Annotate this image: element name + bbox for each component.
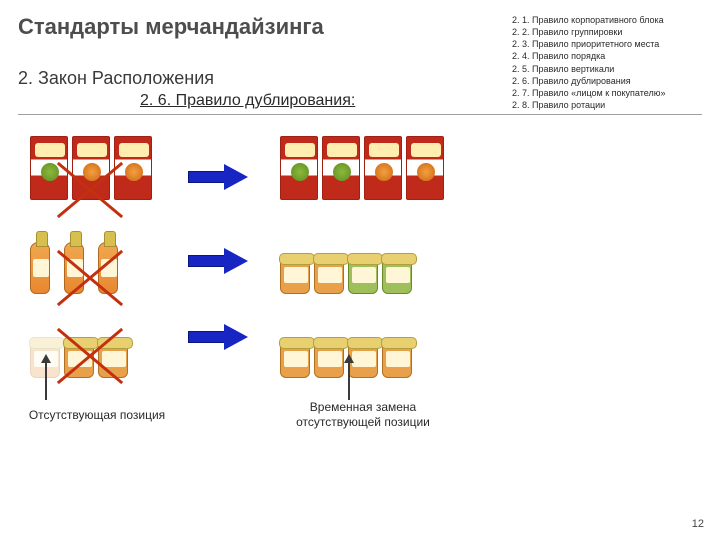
toc-item: 2. 4. Правило порядка	[512, 50, 665, 62]
box-product	[114, 136, 152, 200]
jar-product	[314, 344, 344, 378]
section-subtitle: 2. Закон Расположения	[18, 68, 214, 89]
box-product	[364, 136, 402, 200]
toc-item-active: 2. 6. Правило дублирования	[512, 75, 665, 87]
transform-arrow	[188, 250, 248, 272]
jar-product	[314, 260, 344, 294]
toc-item: 2. 2. Правило группировки	[512, 26, 665, 38]
box-product	[30, 136, 68, 200]
page-number: 12	[692, 518, 704, 530]
box-product	[322, 136, 360, 200]
toc-item: 2. 7. Правило «лицом к покупателю»	[512, 87, 665, 99]
jar-product	[98, 344, 128, 378]
jar-product	[280, 344, 310, 378]
duplication-diagram: Отсутствующая позицияВременная заменаотс…	[30, 130, 530, 470]
jar-product	[382, 344, 412, 378]
toc-item: 2. 1. Правило корпоративного блока	[512, 14, 665, 26]
caption-missing: Отсутствующая позиция	[12, 408, 182, 423]
box-product	[72, 136, 110, 200]
box-product	[280, 136, 318, 200]
pointer-arrow	[45, 362, 47, 400]
rule-heading: 2. 6. Правило дублирования:	[140, 92, 355, 110]
toc-item: 2. 3. Правило приоритетного места	[512, 38, 665, 50]
pointer-arrow	[348, 362, 350, 400]
jar-product	[382, 260, 412, 294]
bottle-product	[98, 242, 118, 294]
jar-product	[348, 260, 378, 294]
toc-list: 2. 1. Правило корпоративного блока 2. 2.…	[512, 14, 665, 111]
transform-arrow	[188, 326, 248, 348]
box-product	[406, 136, 444, 200]
toc-item: 2. 5. Правило вертикали	[512, 63, 665, 75]
bottle-product	[64, 242, 84, 294]
divider-line	[18, 114, 702, 115]
caption-replacement: Временная заменаотсутствующей позиции	[268, 400, 458, 430]
transform-arrow	[188, 166, 248, 188]
jar-product	[280, 260, 310, 294]
page-title: Стандарты мерчандайзинга	[18, 14, 324, 40]
bottle-product	[30, 242, 50, 294]
toc-item: 2. 8. Правило ротации	[512, 99, 665, 111]
jar-product	[64, 344, 94, 378]
